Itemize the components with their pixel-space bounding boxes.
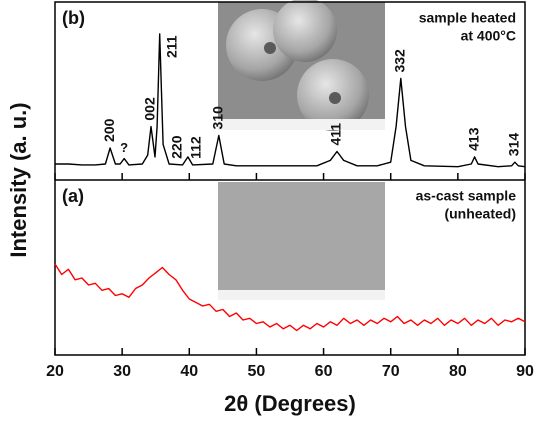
peak-label: 314 — [506, 133, 522, 157]
x-tick-label: 90 — [516, 363, 534, 380]
panel-label: (a) — [62, 186, 84, 206]
panel-annotation: as-cast sample — [416, 188, 517, 204]
xrd-curve — [55, 33, 526, 168]
peak-label: 220 — [169, 135, 185, 159]
x-tick-label: 20 — [46, 363, 64, 380]
panel-annotation: at 400°C — [461, 28, 516, 44]
x-tick-label: 50 — [248, 363, 266, 380]
x-tick-label: 80 — [449, 363, 467, 380]
peak-label: 411 — [328, 123, 344, 146]
inset-image-top — [218, 0, 385, 131]
x-tick-label: 40 — [180, 363, 198, 380]
x-axis-label: 2θ (Degrees) — [224, 391, 356, 416]
panel-annotation: (unheated) — [444, 206, 516, 222]
x-tick-label: 70 — [382, 363, 400, 380]
peak-label: 211 — [163, 35, 179, 58]
peak-label: 332 — [391, 49, 407, 73]
peak-label: ? — [120, 140, 128, 155]
y-axis-label: Intensity (a. u.) — [6, 102, 31, 257]
peak-label: 200 — [101, 118, 117, 142]
peak-label: 413 — [465, 127, 481, 151]
peak-label: 310 — [210, 106, 226, 130]
x-tick-label: 30 — [113, 363, 131, 380]
x-tick-label: 60 — [315, 363, 333, 380]
panel-annotation: sample heated — [419, 10, 516, 26]
peak-label: 002 — [142, 97, 158, 121]
xrd-curve — [54, 263, 526, 332]
inset-image-bottom — [218, 182, 385, 300]
panel-label: (b) — [62, 8, 85, 28]
peak-label: 112 — [187, 136, 203, 159]
